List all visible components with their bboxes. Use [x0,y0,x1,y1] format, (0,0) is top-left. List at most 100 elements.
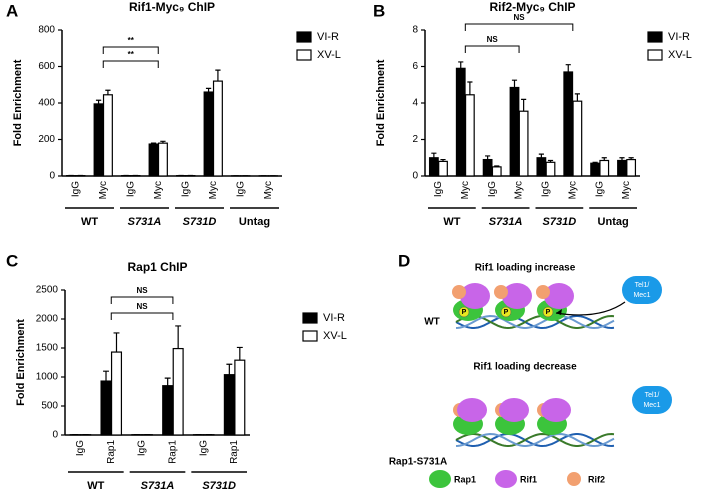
dna-strand [455,314,615,330]
significance-label: NS [137,302,149,311]
x-tick-label: IgG [70,181,81,197]
x-tick-label: Rap1 [168,440,179,464]
kinase-label: Mec1 [633,292,650,299]
y-tick-label: 600 [38,61,55,72]
y-axis-label: Fold Enrichment [15,319,27,406]
y-tick-label: 4 [412,98,418,109]
y-tick-label: 8 [412,25,418,36]
chart-title: Rif1-Myc₉ ChIP [129,0,215,14]
x-tick-label: IgG [198,440,209,456]
error-bar [619,157,625,161]
error-bar [95,99,102,104]
phospho-label: P [504,309,509,316]
bracket [110,312,174,320]
error-bar [205,87,212,93]
y-tick-label: 500 [41,401,58,412]
y-axis-label: Fold Enrichment [12,59,24,146]
bar [203,91,214,177]
strain-label: WT [424,317,440,328]
error-bar [175,325,182,349]
x-tick-label: Myc [621,181,632,199]
x-tick-label: IgG [594,181,605,197]
bar [172,347,184,436]
legend-label: Rif1 [520,474,537,484]
bar [626,158,637,177]
error-bar [103,370,109,382]
error-bar [628,157,634,160]
x-tick-label: Myc [460,181,471,199]
error-bar [511,79,518,88]
bar [428,157,439,177]
legend-label: VI-R [317,31,339,43]
x-tick-label: Myc [567,181,578,199]
legend-swatch [647,49,663,61]
x-tick-label: Rap1 [106,440,117,464]
diagram-title: Rif1 loading decrease [473,362,577,373]
bar [234,359,246,436]
rif1 [457,398,487,422]
x-tick-label: IgG [541,181,552,197]
bar [102,94,113,177]
legend-icon [429,470,451,488]
error-bar [538,153,544,158]
kinase [632,386,672,414]
x-tick-label: IgG [235,181,246,197]
phospho [542,306,554,318]
kinase-label: Mec1 [643,402,660,409]
significance-label: ** [128,50,135,59]
y-tick-label: 1000 [36,372,59,383]
panel-letter: B [373,1,385,20]
chart-title: Rif2-Myc₉ ChIP [489,0,575,14]
group-label: Untag [598,216,629,228]
y-tick-label: 400 [38,98,55,109]
error-bar [105,89,111,95]
strain-label: Rap1-S731A [389,457,447,468]
panel-letter: D [398,251,410,270]
legend-swatch [302,312,318,324]
bar [100,380,112,436]
legend-swatch [296,31,312,43]
bracket [464,45,520,53]
bar [545,161,556,177]
bar [93,103,104,177]
x-tick-label: Myc [98,181,109,199]
x-tick-label: IgG [125,181,136,197]
group-label: S731A [141,480,175,492]
group-label: Untag [239,216,270,228]
x-tick-label: Rap1 [229,440,240,464]
bar [482,158,493,177]
error-bar [431,152,437,158]
error-bar [565,64,571,72]
legend-swatch [302,330,318,342]
bracket [102,60,159,68]
legend-label: Rif2 [588,474,605,484]
y-tick-label: 200 [38,134,55,145]
legend-label: Rap1 [454,474,476,484]
error-bar [521,98,527,112]
y-tick-label: 2000 [36,314,59,325]
bar [162,385,174,436]
bar [110,351,123,436]
y-tick-label: 1500 [36,343,59,354]
dna-strand [455,432,615,448]
legend-label: XV-L [323,330,347,342]
rif2 [536,285,550,299]
bar [491,166,502,177]
bracket [110,296,174,304]
bar [617,159,627,177]
legend-label: XV-L [668,49,692,61]
group-label: WT [81,216,98,228]
error-bar [226,363,233,375]
rif1 [499,398,529,422]
error-bar [150,142,157,145]
rif2 [494,285,508,299]
error-bar [574,93,580,102]
y-tick-label: 800 [38,25,55,36]
x-tick-label: Myc [514,181,525,199]
y-tick-label: 6 [412,61,418,72]
x-tick-label: IgG [487,181,498,197]
rif1 [460,283,490,309]
bracket [102,46,159,54]
bar [572,100,583,177]
